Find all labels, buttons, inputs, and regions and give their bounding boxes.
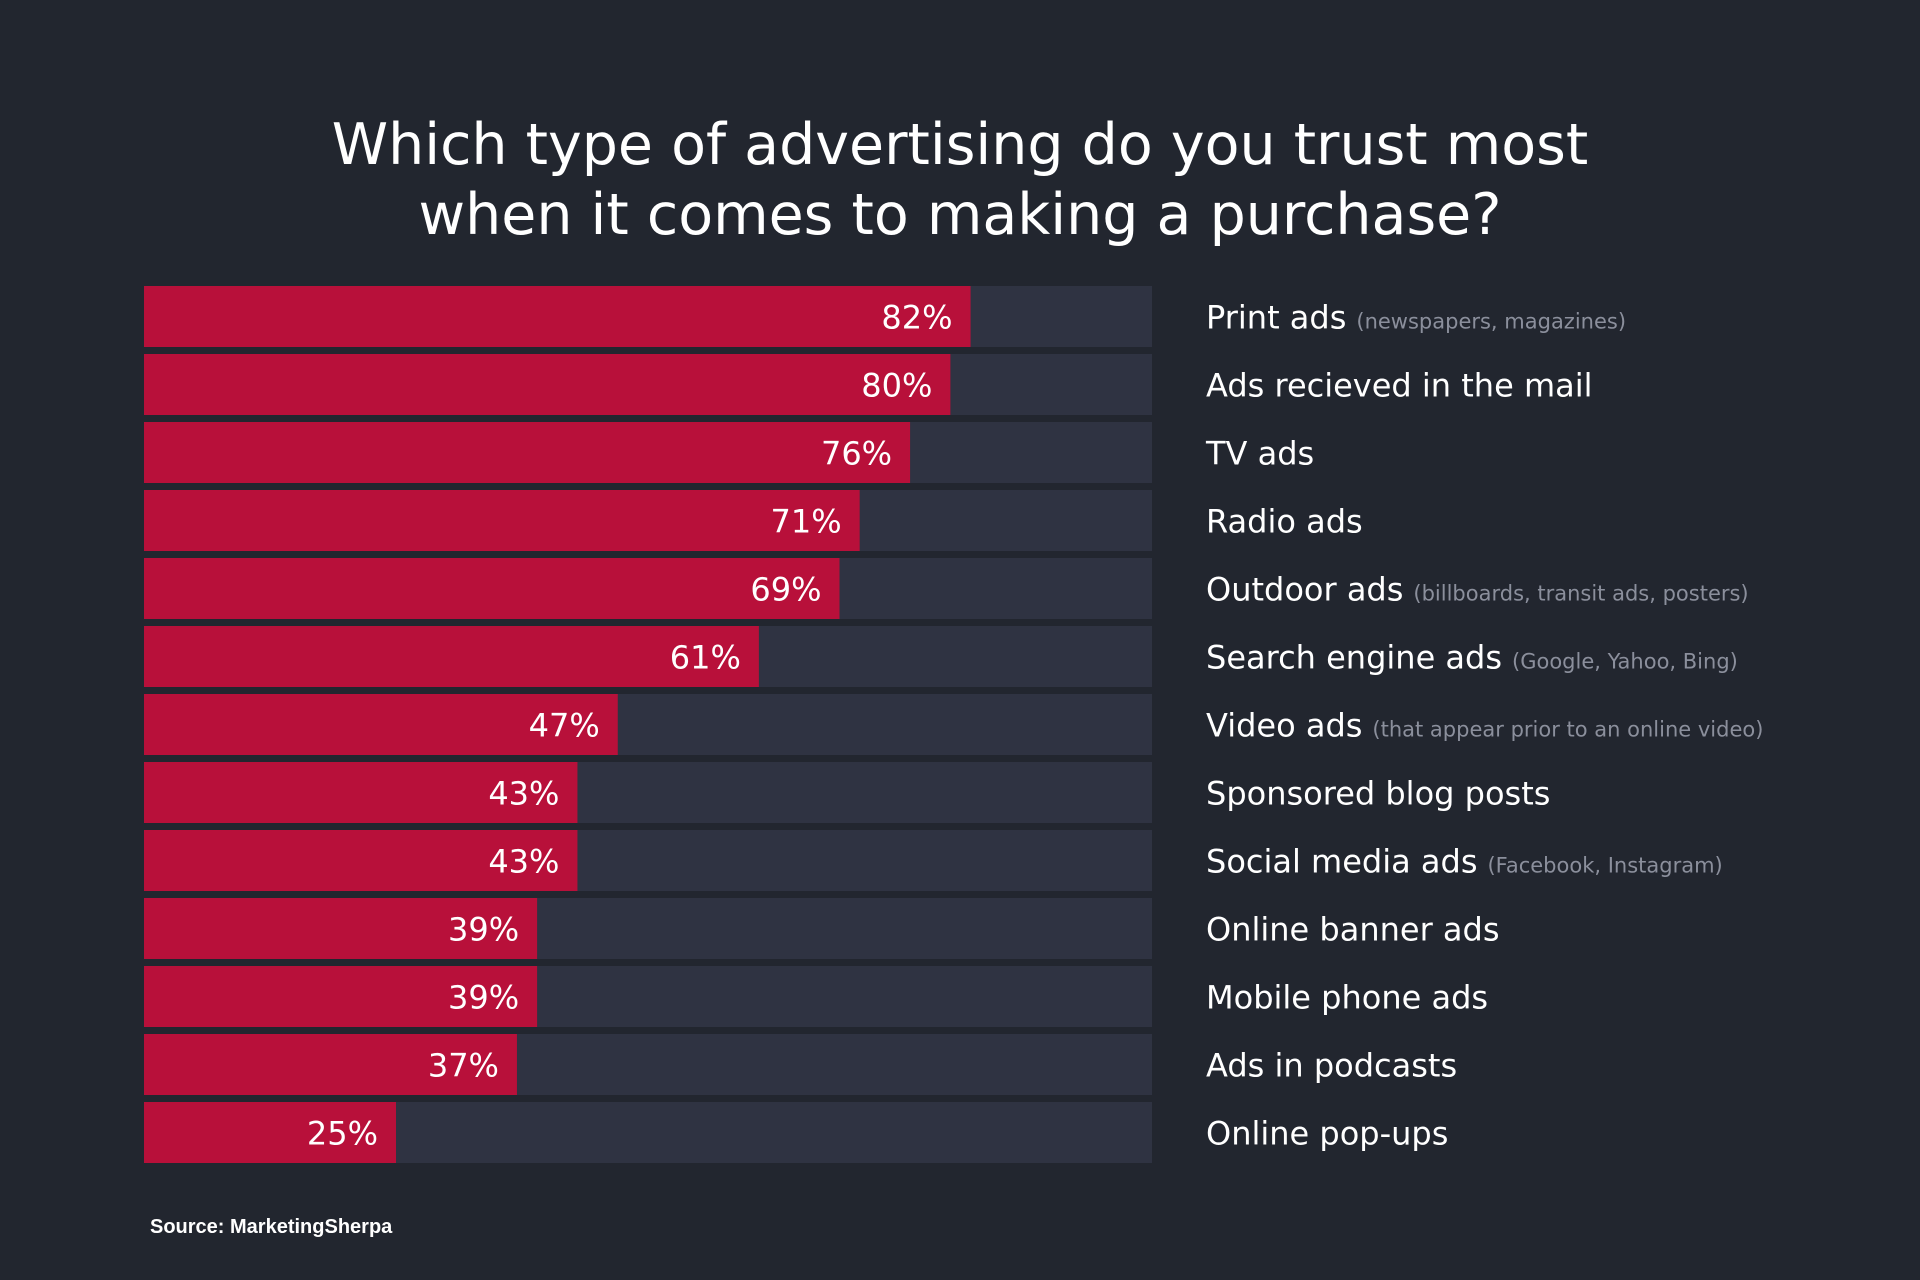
bar (144, 558, 840, 619)
bar-value-label: 39% (448, 979, 519, 1017)
category-note: (Facebook, Instagram) (1487, 854, 1722, 878)
bar (144, 762, 578, 823)
category-name: Video ads (1206, 707, 1362, 745)
bar-value-label: 76% (821, 435, 892, 473)
category-label: Outdoor ads (billboards, transit ads, pos… (1206, 571, 1749, 609)
category-label: Ads recieved in the mail (1206, 367, 1593, 405)
bar (144, 898, 538, 959)
bar-value-label: 39% (448, 911, 519, 949)
category-name: Search engine ads (1206, 639, 1502, 677)
category-name: Outdoor ads (1206, 571, 1403, 609)
category-name: Online pop-ups (1206, 1115, 1448, 1153)
category-name: Mobile phone ads (1206, 979, 1488, 1017)
category-label: Search engine ads (Google, Yahoo, Bing) (1206, 639, 1738, 677)
bar (144, 1034, 517, 1095)
bar (144, 626, 759, 687)
category-label: Ads in podcasts (1206, 1047, 1457, 1085)
category-label: Print ads (newspapers, magazines) (1206, 299, 1626, 337)
category-note: (newspapers, magazines) (1356, 310, 1626, 334)
category-name: Ads in podcasts (1206, 1047, 1457, 1085)
chart-title-line-2: when it comes to making a purchase? (418, 182, 1502, 248)
category-name: TV ads (1205, 435, 1314, 473)
bar-value-label: 82% (881, 299, 952, 337)
bar (144, 422, 911, 483)
category-name: Social media ads (1206, 843, 1477, 881)
bar (144, 830, 578, 891)
category-note: (Google, Yahoo, Bing) (1512, 650, 1738, 674)
category-label: Social media ads (Facebook, Instagram) (1206, 843, 1723, 881)
category-label: Online banner ads (1206, 911, 1499, 949)
bar (144, 694, 618, 755)
bar (144, 286, 971, 347)
category-name: Online banner ads (1206, 911, 1499, 949)
bar-value-label: 43% (488, 843, 559, 881)
bar (144, 1102, 396, 1163)
bar (144, 354, 951, 415)
category-note: (that appear prior to an online video) (1372, 718, 1763, 742)
category-label: TV ads (1205, 435, 1314, 473)
bar-value-label: 43% (488, 775, 559, 813)
category-label: Online pop-ups (1206, 1115, 1448, 1153)
bar-value-label: 37% (428, 1047, 499, 1085)
source-note: Source: MarketingSherpa (150, 1216, 393, 1238)
category-label: Mobile phone ads (1206, 979, 1488, 1017)
category-label: Sponsored blog posts (1206, 775, 1550, 813)
category-name: Sponsored blog posts (1206, 775, 1550, 813)
category-name: Ads recieved in the mail (1206, 367, 1593, 405)
bar-value-label: 25% (307, 1115, 378, 1153)
category-name: Radio ads (1206, 503, 1363, 541)
chart-title: Which type of advertising do you trust m… (0, 110, 1920, 250)
bar-value-label: 71% (771, 503, 842, 541)
bar-value-label: 47% (529, 707, 600, 745)
category-note: (billboards, transit ads, posters) (1413, 582, 1748, 606)
category-label: Radio ads (1206, 503, 1363, 541)
chart-title-line-1: Which type of advertising do you trust m… (331, 112, 1589, 178)
category-name: Print ads (1206, 299, 1346, 337)
bar-value-label: 80% (861, 367, 932, 405)
bar (144, 490, 860, 551)
bar-value-label: 69% (750, 571, 821, 609)
category-label: Video ads (that appear prior to an online… (1206, 707, 1763, 745)
bar-value-label: 61% (670, 639, 741, 677)
bar (144, 966, 538, 1027)
